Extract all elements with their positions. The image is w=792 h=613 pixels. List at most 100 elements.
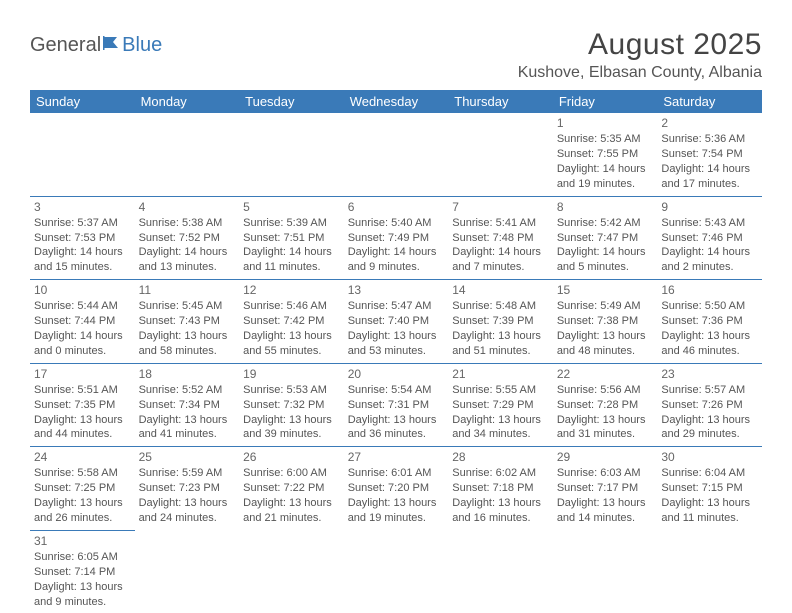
day-info-line: Daylight: 13 hours: [139, 496, 236, 511]
day-info-line: Daylight: 13 hours: [34, 580, 131, 595]
day-info-line: Sunset: 7:48 PM: [452, 231, 549, 246]
day-info-line: Daylight: 13 hours: [557, 329, 654, 344]
day-info-line: Sunrise: 5:51 AM: [34, 383, 131, 398]
day-info-line: Daylight: 13 hours: [661, 329, 758, 344]
day-info-line: Sunset: 7:28 PM: [557, 398, 654, 413]
calendar-day: 28Sunrise: 6:02 AMSunset: 7:18 PMDayligh…: [448, 447, 553, 531]
day-info-line: Sunrise: 5:58 AM: [34, 466, 131, 481]
calendar-empty: [448, 113, 553, 196]
day-info-line: Sunrise: 5:39 AM: [243, 216, 340, 231]
day-info-line: Daylight: 14 hours: [139, 245, 236, 260]
day-info-line: and 19 minutes.: [557, 177, 654, 192]
day-number: 5: [243, 199, 340, 215]
calendar-empty: [239, 113, 344, 196]
calendar-day: 6Sunrise: 5:40 AMSunset: 7:49 PMDaylight…: [344, 196, 449, 280]
day-number: 9: [661, 199, 758, 215]
day-info-line: Daylight: 14 hours: [452, 245, 549, 260]
day-info-line: Daylight: 14 hours: [243, 245, 340, 260]
calendar-day: 23Sunrise: 5:57 AMSunset: 7:26 PMDayligh…: [657, 363, 762, 447]
day-number: 24: [34, 449, 131, 465]
calendar-week: 17Sunrise: 5:51 AMSunset: 7:35 PMDayligh…: [30, 363, 762, 447]
calendar-day: 2Sunrise: 5:36 AMSunset: 7:54 PMDaylight…: [657, 113, 762, 196]
day-info-line: Daylight: 13 hours: [557, 496, 654, 511]
day-info-line: and 36 minutes.: [348, 427, 445, 442]
day-info-line: Sunset: 7:32 PM: [243, 398, 340, 413]
day-info-line: Sunset: 7:15 PM: [661, 481, 758, 496]
calendar-week: 3Sunrise: 5:37 AMSunset: 7:53 PMDaylight…: [30, 196, 762, 280]
day-info-line: and 16 minutes.: [452, 511, 549, 526]
calendar-empty: [448, 530, 553, 613]
day-info-line: Daylight: 13 hours: [348, 413, 445, 428]
day-info-line: and 13 minutes.: [139, 260, 236, 275]
calendar-empty: [344, 530, 449, 613]
day-info-line: Sunset: 7:35 PM: [34, 398, 131, 413]
day-info-line: and 58 minutes.: [139, 344, 236, 359]
day-info-line: and 2 minutes.: [661, 260, 758, 275]
day-info-line: Sunrise: 5:40 AM: [348, 216, 445, 231]
day-info-line: and 9 minutes.: [34, 595, 131, 610]
day-info-line: and 34 minutes.: [452, 427, 549, 442]
day-number: 20: [348, 366, 445, 382]
day-info-line: Sunrise: 5:48 AM: [452, 299, 549, 314]
day-info-line: Daylight: 13 hours: [139, 329, 236, 344]
day-info-line: Sunrise: 6:04 AM: [661, 466, 758, 481]
day-info-line: and 7 minutes.: [452, 260, 549, 275]
flag-icon: [103, 34, 121, 57]
calendar-day: 25Sunrise: 5:59 AMSunset: 7:23 PMDayligh…: [135, 447, 240, 531]
calendar-empty: [553, 530, 658, 613]
calendar-day: 30Sunrise: 6:04 AMSunset: 7:15 PMDayligh…: [657, 447, 762, 531]
day-info-line: and 39 minutes.: [243, 427, 340, 442]
day-info-line: Sunrise: 6:05 AM: [34, 550, 131, 565]
day-info-line: Daylight: 14 hours: [661, 245, 758, 260]
day-number: 18: [139, 366, 236, 382]
calendar-day: 11Sunrise: 5:45 AMSunset: 7:43 PMDayligh…: [135, 280, 240, 364]
calendar-week: 24Sunrise: 5:58 AMSunset: 7:25 PMDayligh…: [30, 447, 762, 531]
day-info-line: Sunrise: 5:43 AM: [661, 216, 758, 231]
day-info-line: Sunrise: 5:41 AM: [452, 216, 549, 231]
column-header: Thursday: [448, 90, 553, 113]
calendar-week: 31Sunrise: 6:05 AMSunset: 7:14 PMDayligh…: [30, 530, 762, 613]
day-info-line: Daylight: 14 hours: [34, 329, 131, 344]
day-info-line: Sunset: 7:47 PM: [557, 231, 654, 246]
day-info-line: and 0 minutes.: [34, 344, 131, 359]
day-info-line: Sunrise: 5:35 AM: [557, 132, 654, 147]
day-info-line: Daylight: 13 hours: [348, 329, 445, 344]
day-number: 7: [452, 199, 549, 215]
calendar-day: 31Sunrise: 6:05 AMSunset: 7:14 PMDayligh…: [30, 530, 135, 613]
day-number: 28: [452, 449, 549, 465]
day-number: 16: [661, 282, 758, 298]
calendar-day: 5Sunrise: 5:39 AMSunset: 7:51 PMDaylight…: [239, 196, 344, 280]
day-info-line: Sunset: 7:36 PM: [661, 314, 758, 329]
day-info-line: Sunset: 7:38 PM: [557, 314, 654, 329]
day-info-line: and 11 minutes.: [243, 260, 340, 275]
calendar-day: 3Sunrise: 5:37 AMSunset: 7:53 PMDaylight…: [30, 196, 135, 280]
day-info-line: Sunset: 7:52 PM: [139, 231, 236, 246]
day-info-line: Sunset: 7:26 PM: [661, 398, 758, 413]
calendar-day: 9Sunrise: 5:43 AMSunset: 7:46 PMDaylight…: [657, 196, 762, 280]
calendar-week: 1Sunrise: 5:35 AMSunset: 7:55 PMDaylight…: [30, 113, 762, 196]
calendar-day: 15Sunrise: 5:49 AMSunset: 7:38 PMDayligh…: [553, 280, 658, 364]
day-number: 6: [348, 199, 445, 215]
column-header: Friday: [553, 90, 658, 113]
calendar-empty: [657, 530, 762, 613]
day-info-line: Sunrise: 5:38 AM: [139, 216, 236, 231]
day-info-line: and 5 minutes.: [557, 260, 654, 275]
day-info-line: Sunrise: 5:49 AM: [557, 299, 654, 314]
day-info-line: Sunset: 7:40 PM: [348, 314, 445, 329]
day-info-line: Sunset: 7:51 PM: [243, 231, 340, 246]
calendar-header: SundayMondayTuesdayWednesdayThursdayFrid…: [30, 90, 762, 113]
day-info-line: Sunrise: 6:03 AM: [557, 466, 654, 481]
day-number: 11: [139, 282, 236, 298]
day-number: 14: [452, 282, 549, 298]
day-info-line: Daylight: 13 hours: [348, 496, 445, 511]
day-info-line: Sunrise: 5:36 AM: [661, 132, 758, 147]
day-number: 12: [243, 282, 340, 298]
calendar-week: 10Sunrise: 5:44 AMSunset: 7:44 PMDayligh…: [30, 280, 762, 364]
day-info-line: Sunset: 7:18 PM: [452, 481, 549, 496]
day-info-line: Sunset: 7:20 PM: [348, 481, 445, 496]
calendar-day: 29Sunrise: 6:03 AMSunset: 7:17 PMDayligh…: [553, 447, 658, 531]
day-info-line: Daylight: 13 hours: [243, 329, 340, 344]
calendar-day: 17Sunrise: 5:51 AMSunset: 7:35 PMDayligh…: [30, 363, 135, 447]
day-number: 4: [139, 199, 236, 215]
day-info-line: and 24 minutes.: [139, 511, 236, 526]
